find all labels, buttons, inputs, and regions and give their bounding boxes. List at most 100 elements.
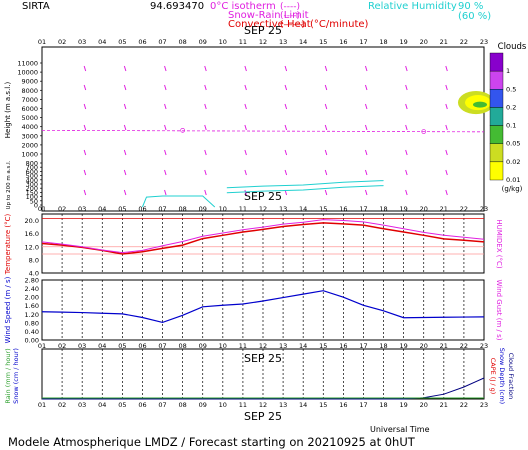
height-tick-label: 150: [26, 189, 38, 197]
hour-tick-label-bottom: 18: [379, 401, 387, 409]
hour-tick-label-bottom: 14: [299, 401, 307, 409]
hour-tick-label-bottom: 10: [219, 401, 227, 409]
wind-barb: [445, 84, 448, 91]
wind-barb: [123, 189, 127, 196]
temp-tick-label: 16.0: [25, 230, 39, 238]
wind-barb: [83, 103, 87, 110]
wind-barb: [445, 169, 448, 176]
rh-legend-label: Relative Humidity: [368, 1, 457, 12]
legend-swatch: (----): [280, 2, 300, 12]
wind-tick-label: 0.80: [25, 319, 39, 327]
series-line-cloud-fraction: [42, 377, 485, 400]
series-line-wind-speed: [41, 290, 485, 324]
wind-barb: [204, 65, 207, 72]
temp-tick-label: 20.0: [25, 217, 39, 225]
wind-barb: [324, 124, 328, 131]
hour-tick-label-bottom: 12: [259, 342, 267, 350]
wind-barb: [123, 124, 127, 131]
temp-tick-label: 4.0: [29, 270, 39, 278]
hour-tick-label-top: 08: [178, 38, 186, 46]
hour-tick-label-bottom: 06: [138, 342, 146, 350]
wind-barb: [83, 189, 87, 196]
hour-tick-label-top: 03: [78, 38, 86, 46]
hour-tick-label-top: 20: [420, 38, 428, 46]
hour-tick-label-bottom: 21: [440, 342, 448, 350]
hour-tick-label-bottom: 05: [118, 342, 126, 350]
wind-barb: [204, 103, 207, 110]
wind-barb: [83, 124, 87, 131]
coords-label: 94.693470: [150, 1, 204, 12]
hour-tick-label-top: 01: [38, 205, 46, 213]
site-label: SIRTA: [22, 1, 50, 12]
hour-tick-label-top: 22: [460, 205, 468, 213]
footer-title: Modele Atmospherique LMDZ / Forecast sta…: [8, 435, 416, 449]
height-tick-label: 600: [26, 168, 38, 176]
x-axis-label: Universal Time: [370, 425, 430, 434]
hour-tick-label-top: 19: [399, 38, 407, 46]
wind-barb: [164, 149, 167, 156]
hour-tick-label-top: 11: [239, 205, 247, 213]
colorbar-swatch: [489, 70, 504, 90]
wind-barb: [164, 169, 167, 176]
hour-tick-label-bottom: 15: [319, 401, 327, 409]
wind-barb: [83, 169, 87, 176]
legend-swatch: (——): [280, 20, 305, 30]
hour-tick-label-bottom: 05: [118, 401, 126, 409]
wind-barb: [83, 65, 87, 72]
colorbar-unit: (g/kg): [502, 185, 523, 193]
gust-axis-label: Wind Gust (m / s): [495, 279, 503, 340]
hour-tick-label-top: 13: [279, 205, 287, 213]
hour-tick-label-top: 09: [199, 38, 207, 46]
legend-label: 0°C isotherm: [210, 1, 276, 12]
wind-barb: [445, 189, 448, 196]
hour-tick-label-bottom: 07: [158, 342, 166, 350]
hour-tick-label-top: 08: [178, 205, 186, 213]
height-tick-label: 3000: [21, 132, 38, 140]
wind-tick-label: 2.40: [25, 285, 39, 293]
hour-tick-label-bottom: 08: [178, 342, 186, 350]
hour-tick-label-bottom: 11: [239, 401, 247, 409]
wind-barb: [324, 189, 328, 196]
hour-tick-label-bottom: 04: [98, 342, 106, 350]
hour-tick-label-bottom: 20: [420, 401, 428, 409]
colorbar-label: 0.01: [506, 176, 520, 184]
hour-tick-label-bottom: 22: [460, 342, 468, 350]
colorbar-title: Clouds: [498, 42, 527, 52]
wind-axis-label: Wind Speed (m / s): [4, 276, 12, 343]
hour-tick-label-bottom: 13: [279, 342, 287, 350]
hour-tick-label-bottom: 01: [38, 342, 46, 350]
header-legend: 0°C isotherm (----)Snow-Rain Limit(----)C…: [210, 1, 369, 30]
hour-tick-label-bottom: 03: [78, 401, 86, 409]
hour-tick-label-top: 23: [480, 205, 488, 213]
height-tick-label: 300: [26, 181, 38, 189]
hour-tick-label-bottom: 02: [58, 342, 66, 350]
height-tick-label: 400: [26, 176, 38, 184]
hour-tick-label-top: 14: [299, 38, 307, 46]
height-tick-label: 9000: [21, 78, 38, 86]
wind-tick-label: 1.20: [25, 311, 39, 319]
legend-unit: (°C/minute): [310, 19, 369, 30]
wind-panel: 01 02 03 04 05 06 07 08 09 10 11 12 13 14 15 16 17 18 19 20…: [4, 276, 503, 365]
hour-tick-label-top: 04: [98, 38, 106, 46]
wind-barb: [204, 84, 207, 91]
height-tick-label: 50: [30, 197, 38, 205]
hour-tick-label-top: 01: [38, 38, 46, 46]
freezing-level-marker: [180, 127, 185, 133]
temperature-panel: 01 02 03 04 05 06 07 08 09 10 11 12 13 14 15 16 17 18 19 20…: [4, 205, 503, 278]
wind-barb: [204, 189, 207, 196]
hour-tick-label-bottom: 19: [399, 401, 407, 409]
height-tick-label: 7000: [21, 96, 38, 104]
colorbar-swatch: [489, 161, 504, 181]
hour-tick-label-top: 23: [480, 38, 488, 46]
wind-barb: [364, 189, 368, 196]
wind-barb: [324, 84, 328, 91]
wind-barb: [445, 103, 448, 110]
wind-tick-label: 0.40: [25, 328, 39, 336]
colorbar-swatch: [489, 107, 504, 126]
rh-level-90: 90 %: [458, 1, 483, 12]
hour-tick-label-bottom: 19: [399, 342, 407, 350]
hour-tick-label-top: 12: [259, 205, 267, 213]
snow-depth-axis-label: Snow Depth (cm): [498, 348, 506, 404]
rh-contour: [141, 195, 216, 208]
hour-tick-label-bottom: 17: [359, 342, 367, 350]
